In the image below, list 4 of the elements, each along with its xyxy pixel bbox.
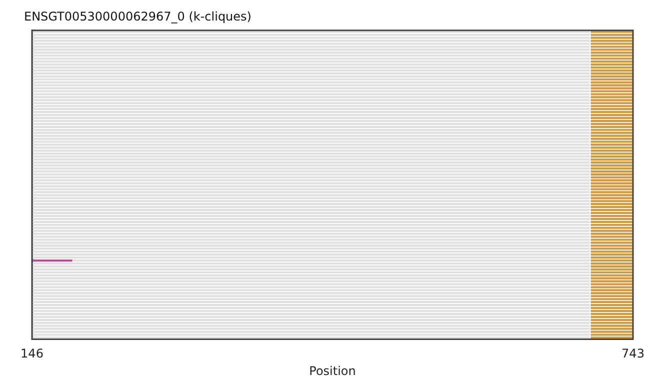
x-axis-title: Position xyxy=(309,364,356,378)
chart-title: ENSGT00530000062967_0 (k-cliques) xyxy=(24,9,252,24)
x-tick-label: 743 xyxy=(622,346,644,361)
x-tick-label: 146 xyxy=(20,346,44,361)
